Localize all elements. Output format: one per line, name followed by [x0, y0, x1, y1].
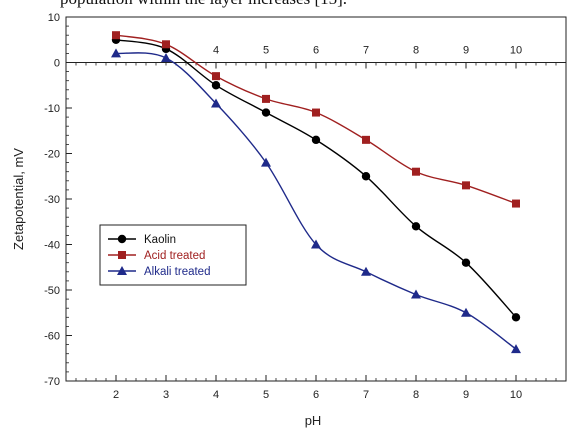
data-point-acid-treated — [212, 72, 220, 81]
data-point-acid-treated — [462, 181, 470, 190]
x-tick-label: 9 — [463, 389, 469, 401]
data-point-acid-treated — [262, 94, 270, 103]
data-point-kaolin — [261, 108, 271, 117]
data-point-kaolin — [311, 135, 321, 145]
zero-line-tick-label: 7 — [363, 45, 369, 57]
data-point-alkali-treated — [461, 307, 471, 317]
legend: Kaolin Acid treated Alkali treated — [99, 224, 247, 286]
data-point-acid-treated — [112, 31, 120, 40]
y-tick-label: 10 — [48, 12, 60, 24]
data-point-alkali-treated — [311, 239, 321, 249]
y-tick-label: -60 — [44, 331, 60, 343]
data-point-alkali-treated — [211, 98, 221, 108]
legend-label-alkali-treated: Alkali treated — [144, 266, 210, 278]
series-layer — [111, 31, 521, 354]
data-point-acid-treated — [412, 167, 420, 176]
y-tick-label: -30 — [44, 194, 60, 206]
zero-line-tick-label: 10 — [510, 45, 522, 57]
data-point-acid-treated — [162, 40, 170, 49]
x-tick-label: 5 — [263, 389, 269, 401]
legend-marker-acid-treated — [118, 251, 126, 259]
legend-label-acid-treated: Acid treated — [144, 250, 205, 262]
zero-line-tick-label: 9 — [463, 45, 469, 57]
zero-line-tick-label: 8 — [413, 45, 419, 57]
legend-marker-kaolin — [117, 234, 127, 244]
data-point-alkali-treated — [511, 344, 521, 354]
data-point-alkali-treated — [161, 52, 171, 62]
data-point-kaolin — [511, 313, 521, 322]
series-acid-treated — [112, 31, 520, 208]
y-tick-label: -20 — [44, 149, 60, 161]
legend-label-kaolin: Kaolin — [144, 234, 176, 246]
series-line-acid-treated — [115, 34, 517, 205]
data-point-alkali-treated — [261, 157, 271, 167]
data-point-alkali-treated — [411, 289, 421, 299]
y-tick-label: -10 — [44, 103, 60, 115]
data-point-kaolin — [361, 172, 371, 181]
legend-marker-alkali-treated — [117, 266, 127, 275]
x-tick-label: 6 — [313, 389, 319, 401]
data-point-acid-treated — [512, 199, 520, 208]
x-axis-title: pH — [305, 413, 322, 428]
y-tick-label: 0 — [54, 58, 60, 70]
data-point-alkali-treated — [361, 266, 371, 276]
data-point-acid-treated — [312, 108, 320, 117]
zero-line-tick-label: 4 — [213, 45, 219, 57]
x-tick-label: 3 — [163, 389, 169, 401]
series-line-alkali-treated — [115, 52, 517, 350]
y-tick-label: -50 — [44, 285, 60, 297]
data-point-kaolin — [461, 258, 471, 267]
data-point-kaolin — [211, 81, 221, 90]
x-tick-label: 2 — [113, 389, 119, 401]
x-tick-label: 7 — [363, 389, 369, 401]
y-tick-label: -70 — [44, 376, 60, 388]
plot-frame — [65, 16, 567, 382]
zero-line-tick-label: 6 — [313, 45, 319, 57]
series-alkali-treated — [111, 48, 521, 354]
caption-text: population within the layer increases [1… — [60, 0, 550, 9]
data-point-alkali-treated — [111, 48, 121, 58]
x-tick-label: 4 — [213, 389, 219, 401]
y-axis-title: Zetapotential, mV — [11, 148, 26, 250]
axes: 4 5 6 7 8 9 10 2 3 4 5 6 7 8 9 10 10 0 -10 -20 -30 -40 -50 -60 -… — [44, 12, 567, 401]
y-tick-label: -40 — [44, 240, 60, 252]
data-point-kaolin — [411, 222, 421, 231]
x-tick-label: 10 — [510, 389, 522, 401]
x-tick-label: 8 — [413, 389, 419, 401]
data-point-acid-treated — [362, 135, 370, 144]
zero-line-tick-label: 5 — [263, 45, 269, 57]
